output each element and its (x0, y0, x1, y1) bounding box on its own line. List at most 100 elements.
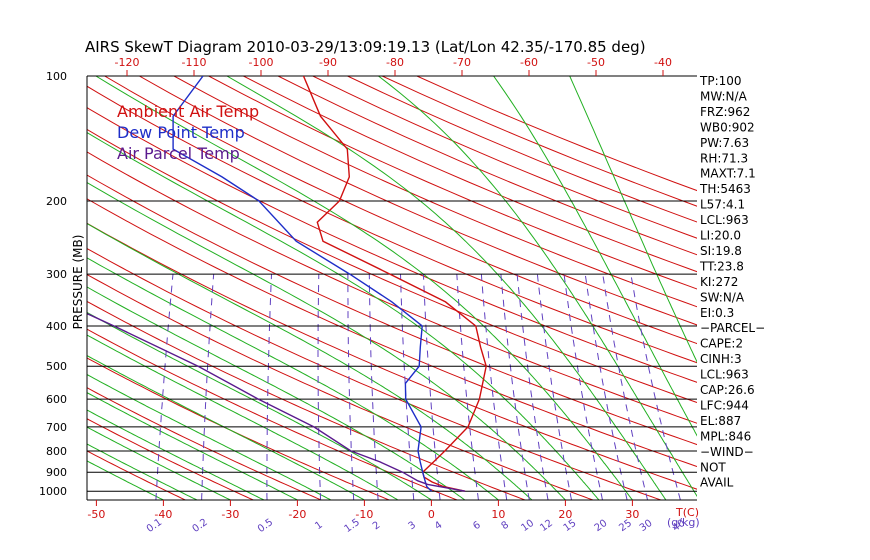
dry-adiabat-line (87, 418, 254, 500)
dry-adiabat-line (139, 76, 697, 326)
stability-index-label: EL:887 (700, 414, 741, 428)
moist-adiabat-line (87, 257, 499, 500)
mixing-ratio-line (500, 274, 530, 500)
moist-adiabat-line (226, 76, 667, 500)
mixing-ratio-label: 30 (638, 518, 655, 534)
mixing-ratio-line (480, 274, 508, 500)
stability-index-label: AVAIL (700, 476, 734, 490)
legend-air-parcel: Air Parcel Temp (117, 144, 240, 163)
stability-index-label: LI:20.0 (700, 229, 741, 243)
stability-index-label: CAPE:2 (700, 337, 743, 351)
dry-adiabat-line (416, 76, 697, 192)
stability-index-label: MAXT:7.1 (700, 167, 756, 181)
dry-adiabat-line (87, 273, 594, 500)
dry-adiabat-line (87, 387, 322, 500)
dry-adiabat-line (87, 128, 697, 404)
stability-index-label: SW:N/A (700, 290, 745, 304)
top-temp-tick-label: -70 (453, 56, 471, 69)
moist-adiabat-line (87, 374, 332, 500)
stability-index-label: CAP:26.6 (700, 383, 755, 397)
dry-adiabat-line (87, 198, 697, 468)
stability-index-label: SI:19.8 (700, 244, 742, 258)
stability-index-label: TT:23.8 (699, 259, 744, 273)
bottom-temp-tick-label: -10 (355, 508, 373, 521)
pressure-tick-label: 900 (46, 466, 67, 479)
pressure-tick-label: 500 (46, 360, 67, 373)
pressure-tick-label: 700 (46, 421, 67, 434)
stability-index-label: PW:7.63 (700, 136, 749, 150)
top-temp-tick-label: -110 (182, 56, 207, 69)
stability-index-label: −PARCEL− (700, 321, 765, 335)
top-temp-tick-label: -80 (386, 56, 404, 69)
moist-adiabat-line (87, 443, 198, 500)
stability-index-label: MW:N/A (700, 89, 748, 103)
dry-adiabat-line (87, 450, 186, 500)
pressure-tick-label: 400 (46, 320, 67, 333)
mixing-ratio-line (368, 274, 379, 500)
stability-index-label: TP:100 (699, 74, 742, 88)
mixing-ratio-label: 12 (538, 518, 555, 534)
top-temp-tick-label: -90 (319, 56, 337, 69)
moist-adiabat-line (87, 354, 365, 500)
mixing-ratio-line (584, 274, 628, 500)
mixing-ratio-label: 0.2 (191, 517, 210, 535)
legend-dew-point: Dew Point Temp (117, 123, 245, 142)
pressure-tick-label: 300 (46, 268, 67, 281)
stability-index-label: L57:4.1 (700, 198, 745, 212)
stability-index-label: TH:5463 (699, 182, 751, 196)
air-parcel-line (87, 312, 466, 492)
mixing-ratio-label: 10 (519, 518, 536, 534)
bottom-temp-tick-label: 20 (558, 508, 572, 521)
mixing-ratio-line (201, 274, 215, 500)
moist-adiabat-line (87, 222, 533, 500)
y-axis-label: PRESSURE (MB) (71, 235, 85, 330)
stability-index-label: LFC:944 (700, 398, 749, 412)
stability-index-label: KI:272 (700, 275, 738, 289)
bottom-temp-tick-label: -20 (288, 508, 306, 521)
stability-index-label: CINH:3 (700, 352, 742, 366)
bottom-temp-tick-label: -40 (154, 508, 172, 521)
mixing-ratio-line (155, 274, 174, 500)
moist-adiabat-line (87, 392, 298, 500)
mixing-ratio-label: 3 (407, 520, 419, 533)
mixing-ratio-line (400, 274, 415, 500)
stability-index-label: EI:0.3 (700, 306, 734, 320)
top-temp-tick-label: -40 (654, 56, 672, 69)
stability-index-label: MPL:846 (700, 429, 751, 443)
stability-index-label: −WIND− (700, 445, 754, 459)
dry-adiabat-line (243, 76, 697, 273)
mixing-ratio-unit: (g/kg) (667, 516, 700, 529)
moist-adiabat-line (87, 311, 432, 500)
dry-adiabat-line (87, 174, 697, 446)
mixing-ratio-label: 1 (313, 520, 325, 533)
top-temp-tick-label: -60 (520, 56, 538, 69)
mixing-ratio-line (516, 274, 549, 500)
dry-adiabat-line (277, 76, 697, 256)
top-temp-tick-label: -120 (115, 56, 140, 69)
stability-index-label: WB0:902 (700, 120, 755, 134)
dry-adiabat-line (208, 76, 697, 290)
mixing-ratio-line (266, 274, 272, 500)
bottom-axis-unit: T(C) (675, 506, 699, 519)
bottom-temp-tick-label: -30 (221, 508, 239, 521)
top-temp-tick-label: -100 (249, 56, 274, 69)
mixing-ratio-line (317, 274, 321, 500)
dry-adiabat-line (87, 85, 697, 364)
mixing-ratio-label: 4 (433, 520, 445, 533)
mixing-ratio-line (422, 274, 441, 500)
chart-title: AIRS SkewT Diagram 2010-03-29/13:09:19.1… (85, 38, 646, 56)
pressure-tick-label: 200 (46, 195, 67, 208)
moist-adiabat-line (569, 76, 697, 364)
bottom-temp-tick-label: 30 (625, 508, 639, 521)
mixing-ratio-line (563, 274, 603, 500)
mixing-ratio-label: 6 (471, 520, 483, 533)
mixing-ratio-line (630, 274, 681, 500)
dew-point-line (172, 76, 433, 492)
stability-index-label: FRZ:962 (700, 105, 750, 119)
bottom-temp-tick-label: 0 (428, 508, 435, 521)
pressure-tick-label: 100 (46, 70, 67, 83)
bottom-temp-tick-label: 10 (491, 508, 505, 521)
mixing-ratio-line (536, 274, 572, 500)
